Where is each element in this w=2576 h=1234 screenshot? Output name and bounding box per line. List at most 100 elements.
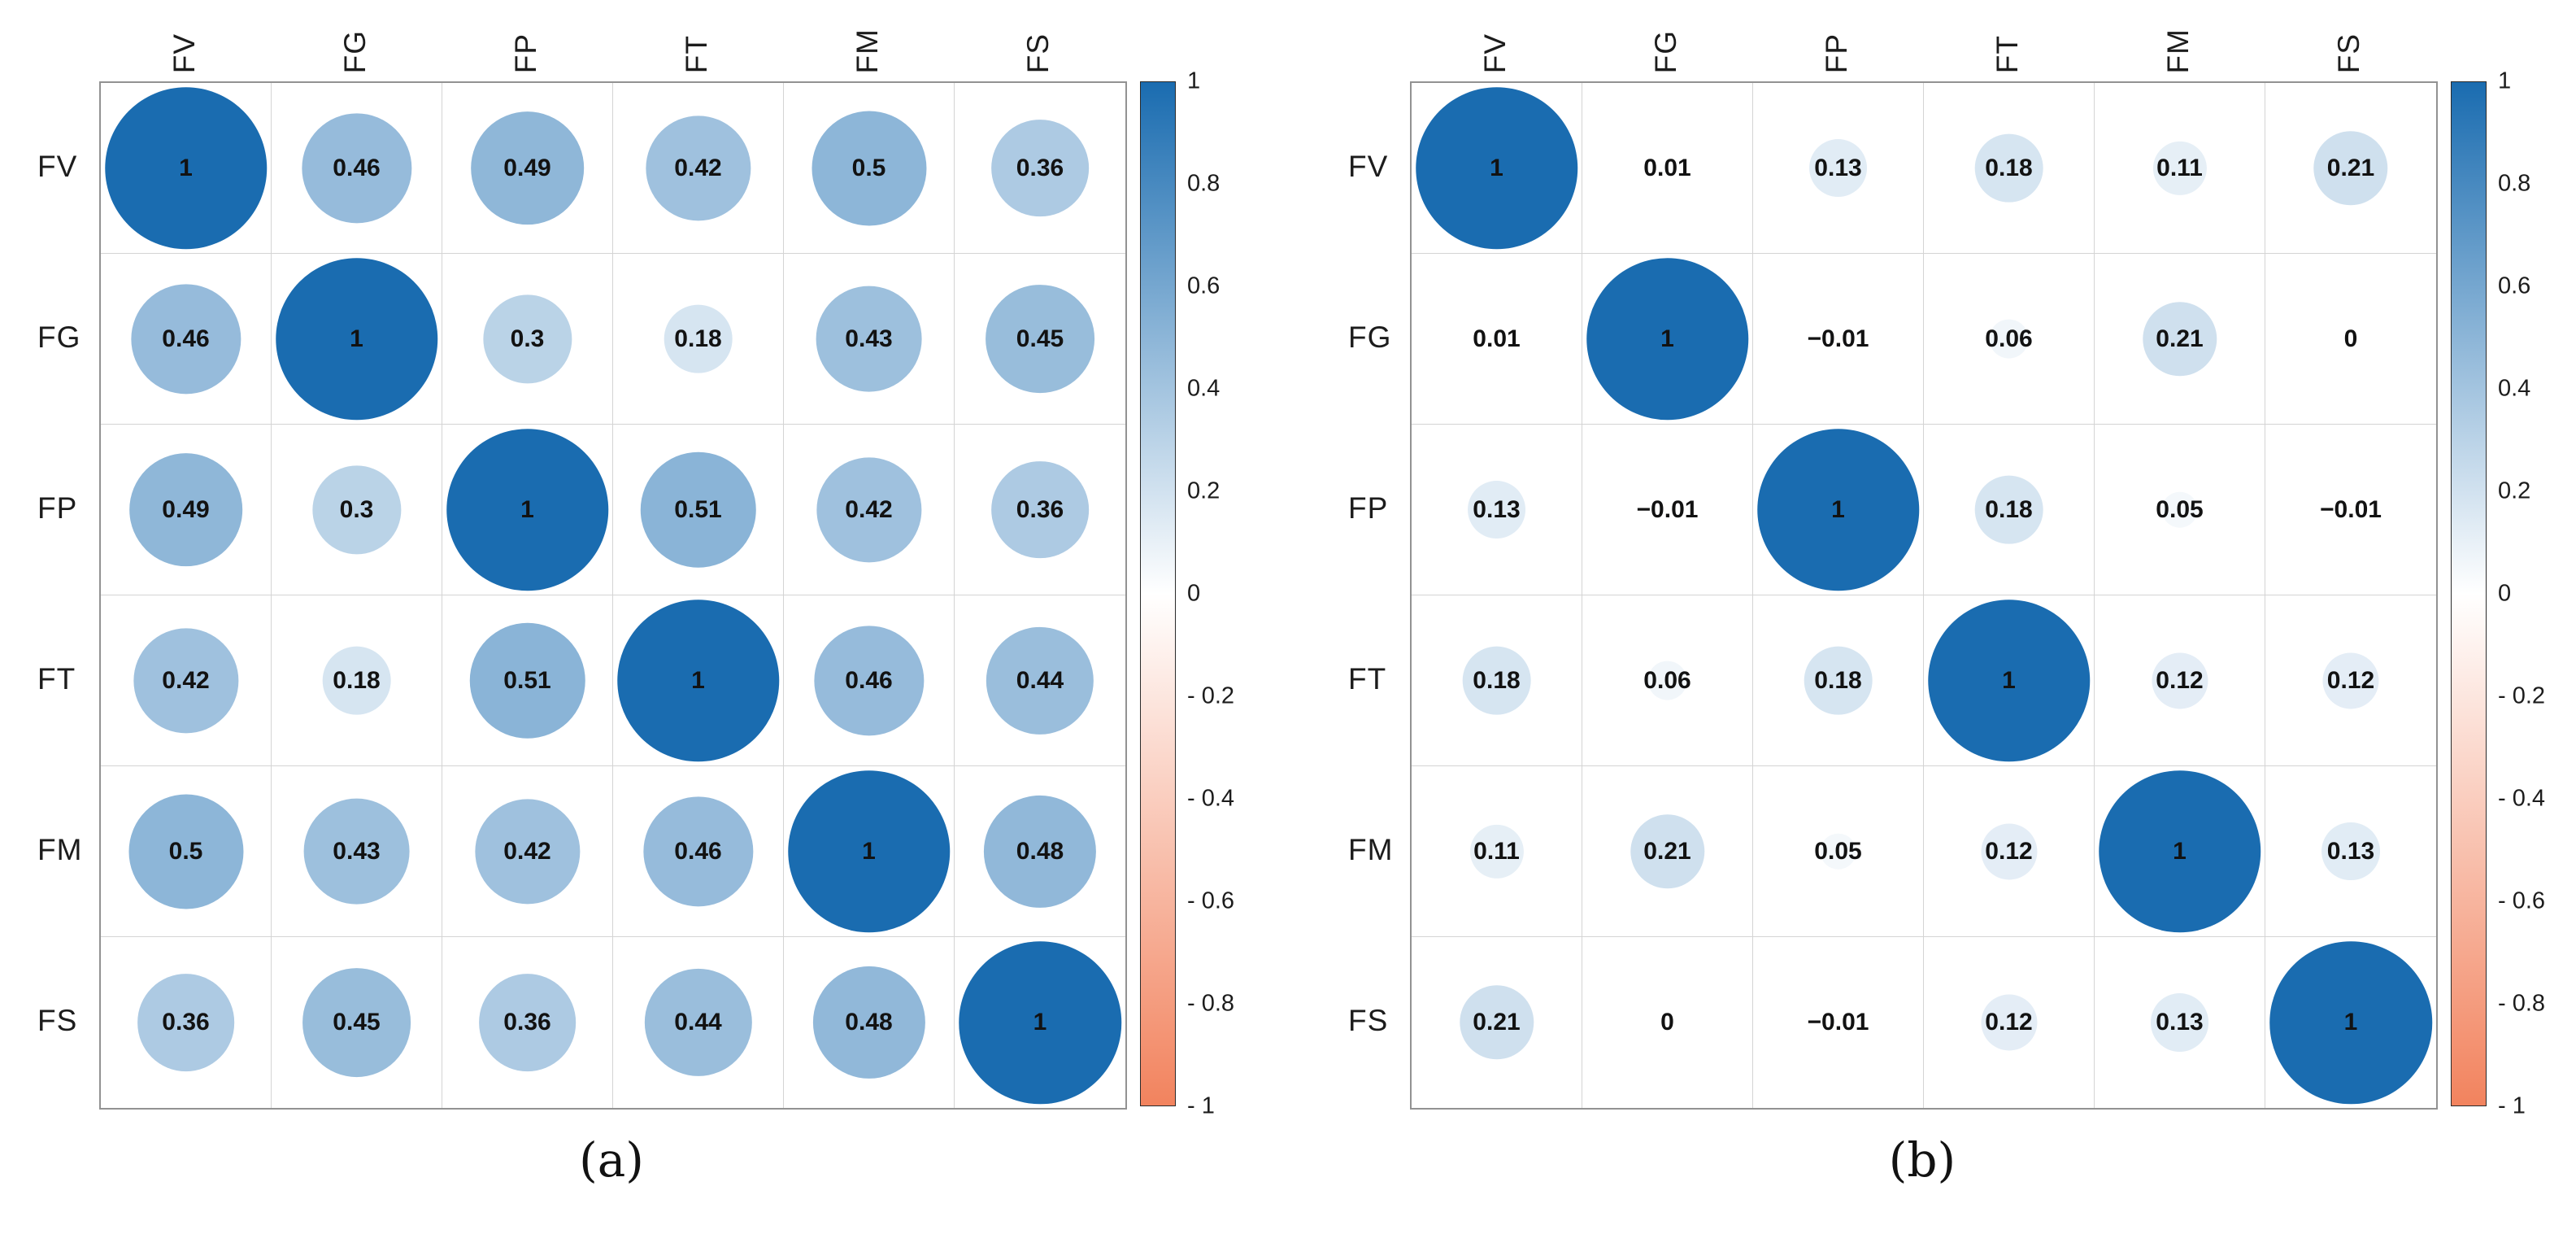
correlation-circle [787, 770, 951, 933]
correlation-value: 0.43 [333, 837, 381, 865]
correlation-value: 0.46 [845, 666, 893, 694]
correlation-value: 1 [2343, 1009, 2358, 1036]
correlation-value: 0.44 [1016, 666, 1064, 694]
correlation-value: 0.12 [1985, 1009, 2033, 1036]
correlation-circle [2142, 301, 2217, 377]
colorbar-tick-label: - 0.8 [1187, 990, 1235, 1017]
matrix-cell: 0.51 [442, 595, 613, 766]
correlation-value: 0.21 [2156, 325, 2204, 352]
correlation-circle [664, 304, 733, 373]
matrix-cell: 0.05 [2095, 425, 2265, 595]
correlation-circle [474, 798, 581, 905]
correlation-circle [1586, 257, 1749, 421]
column-label-text: FG [338, 29, 372, 73]
row-label: FV [37, 150, 78, 183]
correlation-value: 0.46 [333, 154, 381, 181]
correlation-circle [302, 968, 411, 1077]
correlation-circle [644, 968, 752, 1077]
matrix-cell: 0 [2265, 254, 2436, 425]
corrplot-panel-b: FV FG FP FT FM FS FV FG FP FT FM FS 1 0.01 0.13 0.18 0… [1288, 0, 2576, 1234]
correlation-circle [1659, 159, 1676, 177]
column-label: FS [953, 11, 1124, 81]
matrix-cell: 0.44 [955, 595, 1125, 766]
matrix-cell: 0.01 [1412, 254, 1582, 425]
correlation-value: 0.05 [2156, 495, 2204, 523]
correlation-value: 0.05 [1814, 837, 1862, 865]
row-label: FG [37, 320, 81, 354]
matrix-cell: 0.42 [101, 595, 272, 766]
matrix-cell: 0.18 [1753, 595, 1924, 766]
matrix-cell: 0.06 [1582, 595, 1753, 766]
correlation-value: 0 [1660, 1009, 1674, 1036]
matrix-cell: −0.01 [1753, 254, 1924, 425]
correlation-circle [2151, 652, 2208, 709]
matrix-cell: 1 [101, 83, 272, 254]
matrix-cell: 0.21 [2095, 254, 2265, 425]
matrix-cell: 0.11 [2095, 83, 2265, 254]
plot-area: FV FG FP FT FM FS 1 0.01 0.13 0.18 0.11 0.21 0.01 1−… [1345, 68, 2576, 1119]
correlation-circle [1630, 813, 1705, 889]
correlation-value: 0.18 [674, 325, 722, 352]
correlation-value: 0.11 [2156, 154, 2203, 181]
colorbar-tick-label: 0 [2498, 580, 2512, 607]
correlation-circle [128, 452, 243, 567]
column-label-text: FS [1021, 33, 1055, 73]
matrix-cell: 0.44 [613, 937, 784, 1108]
correlation-value: −0.01 [2320, 495, 2382, 523]
correlation-value: 0.46 [162, 325, 210, 352]
correlation-value: 0.51 [674, 495, 722, 523]
colorbar-tick-label: 0.4 [1187, 375, 1221, 402]
row-label: FS [1348, 1004, 1389, 1037]
correlation-value: 0.51 [503, 666, 551, 694]
correlation-circle [1462, 646, 1531, 715]
correlation-value: 0.18 [333, 666, 381, 694]
matrix-cell: 0.48 [784, 937, 955, 1108]
correlation-value: 0 [2343, 325, 2358, 352]
correlation-circle [811, 110, 927, 226]
row-label: FG [1348, 320, 1392, 354]
matrix-cell: 1 [955, 937, 1125, 1108]
colorbar-tick-label: - 1 [1187, 1092, 1215, 1119]
correlation-value: 0.21 [2326, 154, 2375, 181]
matrix-cell: 0.49 [101, 425, 272, 595]
colorbar-tick-label: 1 [2498, 68, 2512, 94]
matrix-cell: 0.12 [1924, 766, 2095, 937]
matrix-cell: 0.36 [101, 937, 272, 1108]
colorbar-gradient [2451, 81, 2487, 1106]
matrix-cell: −0.01 [1582, 425, 1753, 595]
matrix-cell: 1 [1412, 83, 1582, 254]
matrix-cell: 0 [1582, 937, 1753, 1108]
correlation-value: 0.42 [162, 666, 210, 694]
correlation-value: 0.42 [503, 837, 551, 865]
correlation-circle [645, 115, 751, 221]
correlation-circle [1647, 661, 1687, 700]
correlation-circle [130, 283, 242, 395]
matrix-cell: 0.43 [784, 254, 955, 425]
correlation-value: 1 [1660, 325, 1674, 352]
matrix-cell: 1 [613, 595, 784, 766]
matrix-cell: 0.21 [2265, 83, 2436, 254]
matrix-cell: 0.3 [442, 254, 613, 425]
correlation-value: 0.3 [339, 495, 374, 523]
correlation-value: 0.36 [1016, 154, 1064, 181]
matrix-cell: 0.13 [2095, 937, 2265, 1108]
correlation-circle [1488, 330, 1505, 347]
row-label: FM [1348, 833, 1394, 866]
correlation-circle [2152, 141, 2207, 195]
column-label-text: FT [1991, 34, 2024, 73]
matrix-cell: 0.18 [1924, 83, 2095, 254]
matrix-cell: 1 [1582, 254, 1753, 425]
colorbar-tick-label: 0 [1187, 580, 1201, 607]
correlation-value: 0.12 [2156, 666, 2204, 694]
colorbar-tick-label: - 0.2 [1187, 682, 1235, 709]
matrix-cell: 0.36 [955, 425, 1125, 595]
column-label-text: FM [851, 28, 884, 73]
correlation-value: 1 [862, 837, 876, 865]
matrix-cell: 0.48 [955, 766, 1125, 937]
correlation-value: 1 [1033, 1009, 1047, 1036]
correlation-value: 0.18 [1814, 666, 1862, 694]
correlation-value: 0.45 [333, 1009, 381, 1036]
correlation-circle [128, 793, 244, 909]
correlation-value: 0.45 [1016, 325, 1064, 352]
correlation-value: 1 [1831, 495, 1845, 523]
